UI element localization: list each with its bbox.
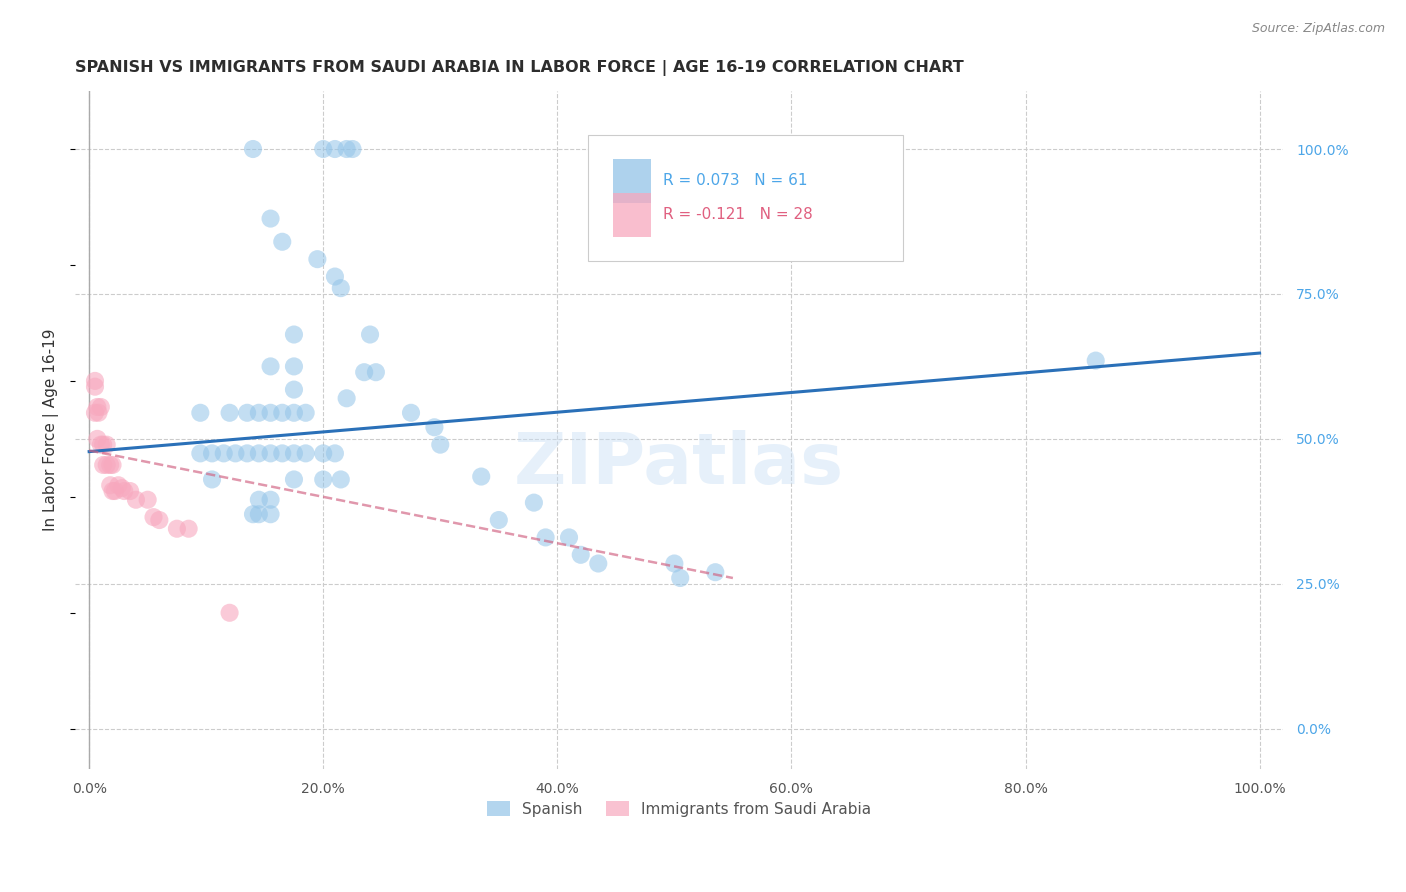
Point bbox=[364, 365, 387, 379]
Point bbox=[84, 406, 107, 420]
Point bbox=[1084, 353, 1107, 368]
Point bbox=[423, 420, 446, 434]
Point bbox=[294, 406, 316, 420]
Point bbox=[101, 458, 124, 472]
Point bbox=[120, 483, 142, 498]
FancyBboxPatch shape bbox=[613, 193, 651, 237]
Point bbox=[294, 446, 316, 460]
Point bbox=[86, 432, 108, 446]
Point bbox=[96, 458, 118, 472]
Point bbox=[312, 142, 335, 156]
Point bbox=[312, 472, 335, 486]
Text: R = 0.073   N = 61: R = 0.073 N = 61 bbox=[664, 173, 808, 188]
Point bbox=[259, 406, 281, 420]
Point bbox=[84, 374, 107, 388]
Point bbox=[558, 530, 581, 544]
Point bbox=[188, 406, 211, 420]
Point bbox=[259, 211, 281, 226]
Point bbox=[307, 252, 329, 267]
Point bbox=[247, 492, 270, 507]
Point bbox=[236, 446, 259, 460]
Point bbox=[236, 406, 259, 420]
Point bbox=[90, 438, 112, 452]
Text: R = -0.121   N = 28: R = -0.121 N = 28 bbox=[664, 207, 813, 222]
Point bbox=[359, 327, 381, 342]
Point bbox=[242, 507, 264, 521]
Point bbox=[588, 557, 610, 571]
Text: Source: ZipAtlas.com: Source: ZipAtlas.com bbox=[1251, 22, 1385, 36]
Point bbox=[523, 495, 546, 509]
FancyBboxPatch shape bbox=[589, 135, 903, 260]
Point bbox=[704, 565, 727, 579]
Point bbox=[312, 446, 335, 460]
Point bbox=[429, 438, 451, 452]
Point bbox=[125, 492, 148, 507]
Point bbox=[569, 548, 592, 562]
Point bbox=[353, 365, 375, 379]
Point bbox=[96, 438, 118, 452]
Point bbox=[90, 400, 112, 414]
Point bbox=[283, 406, 305, 420]
Point bbox=[166, 522, 188, 536]
Text: ZIPatlas: ZIPatlas bbox=[515, 430, 844, 499]
Point bbox=[177, 522, 200, 536]
FancyBboxPatch shape bbox=[613, 159, 651, 203]
Point bbox=[87, 406, 110, 420]
Point bbox=[470, 469, 492, 483]
Text: SPANISH VS IMMIGRANTS FROM SAUDI ARABIA IN LABOR FORCE | AGE 16-19 CORRELATION C: SPANISH VS IMMIGRANTS FROM SAUDI ARABIA … bbox=[75, 60, 965, 76]
Legend: Spanish, Immigrants from Saudi Arabia: Spanish, Immigrants from Saudi Arabia bbox=[481, 795, 877, 822]
Point bbox=[218, 406, 240, 420]
Point bbox=[271, 235, 294, 249]
Point bbox=[98, 478, 121, 492]
Point bbox=[323, 269, 346, 284]
Point bbox=[247, 507, 270, 521]
Point bbox=[329, 472, 352, 486]
Point bbox=[271, 446, 294, 460]
Point bbox=[283, 359, 305, 374]
Point bbox=[283, 446, 305, 460]
Point bbox=[342, 142, 364, 156]
Point bbox=[247, 446, 270, 460]
Point bbox=[91, 438, 114, 452]
Point bbox=[669, 571, 692, 585]
Point bbox=[534, 530, 557, 544]
Point bbox=[323, 446, 346, 460]
Point bbox=[488, 513, 510, 527]
Point bbox=[336, 392, 359, 406]
Point bbox=[259, 492, 281, 507]
Point bbox=[84, 380, 107, 394]
Y-axis label: In Labor Force | Age 16-19: In Labor Force | Age 16-19 bbox=[44, 329, 59, 532]
Point bbox=[142, 510, 165, 524]
Point bbox=[218, 606, 240, 620]
Point bbox=[111, 481, 134, 495]
Point bbox=[224, 446, 246, 460]
Point bbox=[201, 446, 224, 460]
Point bbox=[104, 483, 127, 498]
Point bbox=[86, 400, 108, 414]
Point bbox=[336, 142, 359, 156]
Point bbox=[91, 458, 114, 472]
Point bbox=[136, 492, 159, 507]
Point bbox=[329, 281, 352, 295]
Point bbox=[212, 446, 235, 460]
Point bbox=[259, 446, 281, 460]
Point bbox=[101, 483, 124, 498]
Point bbox=[247, 406, 270, 420]
Point bbox=[98, 458, 121, 472]
Point bbox=[259, 507, 281, 521]
Point bbox=[242, 142, 264, 156]
Point bbox=[148, 513, 170, 527]
Point bbox=[259, 359, 281, 374]
Point bbox=[201, 472, 224, 486]
Point bbox=[107, 478, 129, 492]
Point bbox=[188, 446, 211, 460]
Point bbox=[271, 406, 294, 420]
Point bbox=[399, 406, 422, 420]
Point bbox=[664, 557, 686, 571]
Point bbox=[112, 483, 135, 498]
Point bbox=[283, 472, 305, 486]
Point bbox=[323, 142, 346, 156]
Point bbox=[283, 383, 305, 397]
Point bbox=[283, 327, 305, 342]
